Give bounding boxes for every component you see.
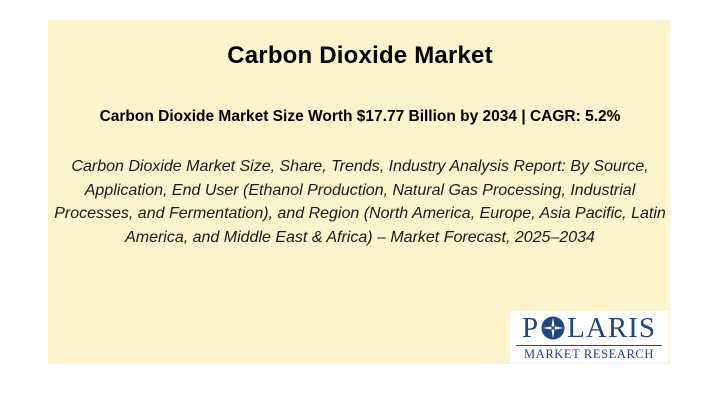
slide-title: Carbon Dioxide Market: [227, 42, 493, 69]
polaris-logo: P LARIS MARKET RESEARCH: [510, 311, 668, 363]
logo-wordmark: P LARIS: [514, 313, 664, 343]
content-panel: [48, 20, 670, 364]
market-size-headline: Carbon Dioxide Market Size Worth $17.77 …: [99, 108, 621, 125]
logo-divider: [516, 345, 662, 346]
logo-letters-rest: LARIS: [567, 312, 656, 344]
compass-star-icon: [541, 316, 565, 340]
report-description: Carbon Dioxide Market Size, Share, Trend…: [54, 158, 666, 246]
logo-letter-p: P: [522, 312, 540, 344]
logo-subtitle: MARKET RESEARCH: [524, 347, 654, 361]
